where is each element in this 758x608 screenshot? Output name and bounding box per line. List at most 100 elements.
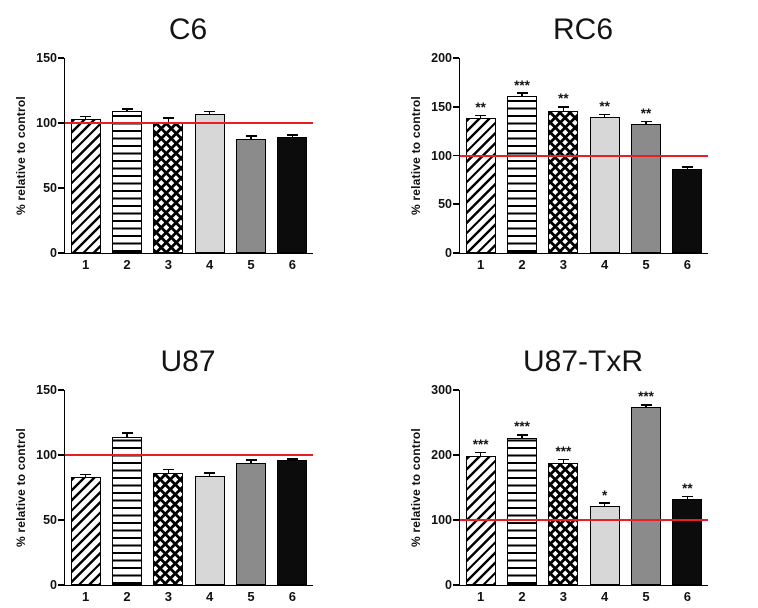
- error-bar-whisker: [167, 469, 170, 475]
- y-tick: [453, 454, 459, 456]
- x-tick-label: 2: [123, 257, 131, 272]
- bar-2: [112, 111, 142, 253]
- error-bar-cap: [162, 468, 174, 471]
- plot-area: 0 50 100 150 1 2 3 4 5 6: [36, 51, 313, 272]
- error-bar-cap: [121, 107, 133, 110]
- bar-1: [465, 118, 496, 253]
- error-bar-cap: [80, 473, 92, 476]
- error-bar-whisker: [479, 115, 482, 120]
- x-tick-label: 2: [123, 589, 131, 604]
- error-bar-cap: [80, 115, 92, 118]
- x-tick-label: 6: [288, 589, 296, 604]
- error-bar-cap: [516, 434, 528, 436]
- x-tick-label: 2: [518, 257, 526, 272]
- bar-6: [277, 137, 308, 253]
- error-bar-cap: [286, 458, 298, 460]
- reference-line-100: [65, 454, 313, 456]
- error-bar-cap: [640, 120, 652, 123]
- x-tick-label: 5: [247, 589, 255, 604]
- significance-stars: ***: [472, 436, 489, 452]
- chart-title: U87: [160, 345, 216, 378]
- significance-stars: **: [475, 100, 486, 116]
- significance-stars: **: [682, 481, 693, 497]
- error-bar-cap: [475, 451, 487, 454]
- error-bar-cap: [204, 110, 216, 113]
- y-tick: [58, 454, 64, 456]
- error-bar-whisker: [208, 111, 211, 115]
- error-bar-whisker: [167, 117, 170, 124]
- error-bar-cap: [681, 495, 693, 498]
- chart-panel-rc6: RC6 % relative to control 0 50 100 150 200 **…: [379, 0, 758, 304]
- x-tick-label: 3: [559, 589, 567, 604]
- error-bar-cap: [204, 472, 216, 474]
- bar-1: [70, 119, 101, 253]
- y-tick: [58, 584, 64, 586]
- bar-1: [70, 477, 101, 585]
- x-tick-label: 6: [683, 589, 691, 604]
- bar-3: [153, 123, 184, 253]
- error-bar-cap: [557, 458, 569, 461]
- x-tick-label: 5: [642, 589, 650, 604]
- significance-stars: ***: [638, 389, 654, 405]
- x-tick-label: 6: [288, 257, 296, 272]
- x-tick-label: 4: [206, 589, 214, 604]
- y-tick: [58, 122, 64, 124]
- chart-panel-u87-txr: U87-TxR % relative to control 0 100 200 300…: [379, 304, 758, 608]
- bar-3: [153, 473, 184, 585]
- y-tick-label: 50: [43, 513, 57, 527]
- chart-title: U87-TxR: [522, 345, 643, 378]
- chart-title: C6: [168, 13, 208, 46]
- chart-panel-u87: U87 % relative to control 0 50 100 150 1 2 3 4 5…: [0, 304, 379, 608]
- x-tick-label: 1: [82, 257, 90, 272]
- error-bar-whisker: [645, 121, 647, 126]
- error-bar-cap: [475, 114, 487, 117]
- y-tick-label: 0: [50, 578, 57, 592]
- error-bar-cap: [599, 502, 611, 504]
- error-bar-cap: [681, 166, 693, 168]
- y-tick-label: 200: [431, 448, 452, 462]
- bar-5: [631, 406, 661, 585]
- bar-2: [507, 438, 537, 585]
- bar-2: [112, 436, 142, 585]
- bar-5: [631, 124, 661, 253]
- bar-3: [548, 110, 579, 253]
- error-bar-whisker: [126, 432, 128, 438]
- error-bar-cap: [599, 113, 611, 116]
- error-bar-cap: [162, 117, 174, 119]
- bar-4: [194, 113, 225, 253]
- significance-stars: ***: [555, 444, 572, 460]
- error-bar-cap: [245, 135, 257, 137]
- error-bar-whisker: [126, 108, 128, 113]
- error-bar-whisker: [84, 474, 87, 479]
- bar-6: [672, 169, 703, 253]
- error-bar-whisker: [479, 452, 482, 457]
- y-axis-label: % relative to control: [409, 96, 423, 215]
- bar-4: [589, 505, 620, 585]
- x-tick-label: 1: [477, 589, 485, 604]
- error-bar-whisker: [250, 460, 252, 464]
- significance-stars: ***: [514, 419, 530, 435]
- y-tick: [453, 57, 459, 59]
- y-tick-label: 0: [445, 246, 452, 260]
- y-tick: [453, 252, 459, 254]
- y-tick: [58, 389, 64, 391]
- y-tick-label: 150: [36, 51, 57, 65]
- bar-4: [589, 116, 620, 253]
- y-tick: [453, 154, 459, 157]
- y-axis-label: % relative to control: [14, 96, 28, 215]
- y-tick-label: 0: [50, 246, 57, 260]
- y-tick: [453, 203, 459, 206]
- significance-stars: **: [640, 105, 652, 121]
- x-tick-label: 5: [247, 257, 255, 272]
- y-tick: [58, 519, 64, 521]
- y-tick-label: 100: [36, 116, 57, 130]
- error-bar-whisker: [291, 458, 294, 462]
- y-tick-label: 200: [431, 51, 452, 65]
- bar-4: [194, 475, 225, 585]
- significance-stars: ***: [514, 77, 530, 93]
- y-tick-label: 50: [438, 197, 452, 212]
- error-bar-cap: [640, 404, 652, 406]
- y-tick-label: 0: [445, 578, 452, 592]
- x-tick-label: 2: [518, 589, 526, 604]
- error-bar-whisker: [84, 116, 87, 121]
